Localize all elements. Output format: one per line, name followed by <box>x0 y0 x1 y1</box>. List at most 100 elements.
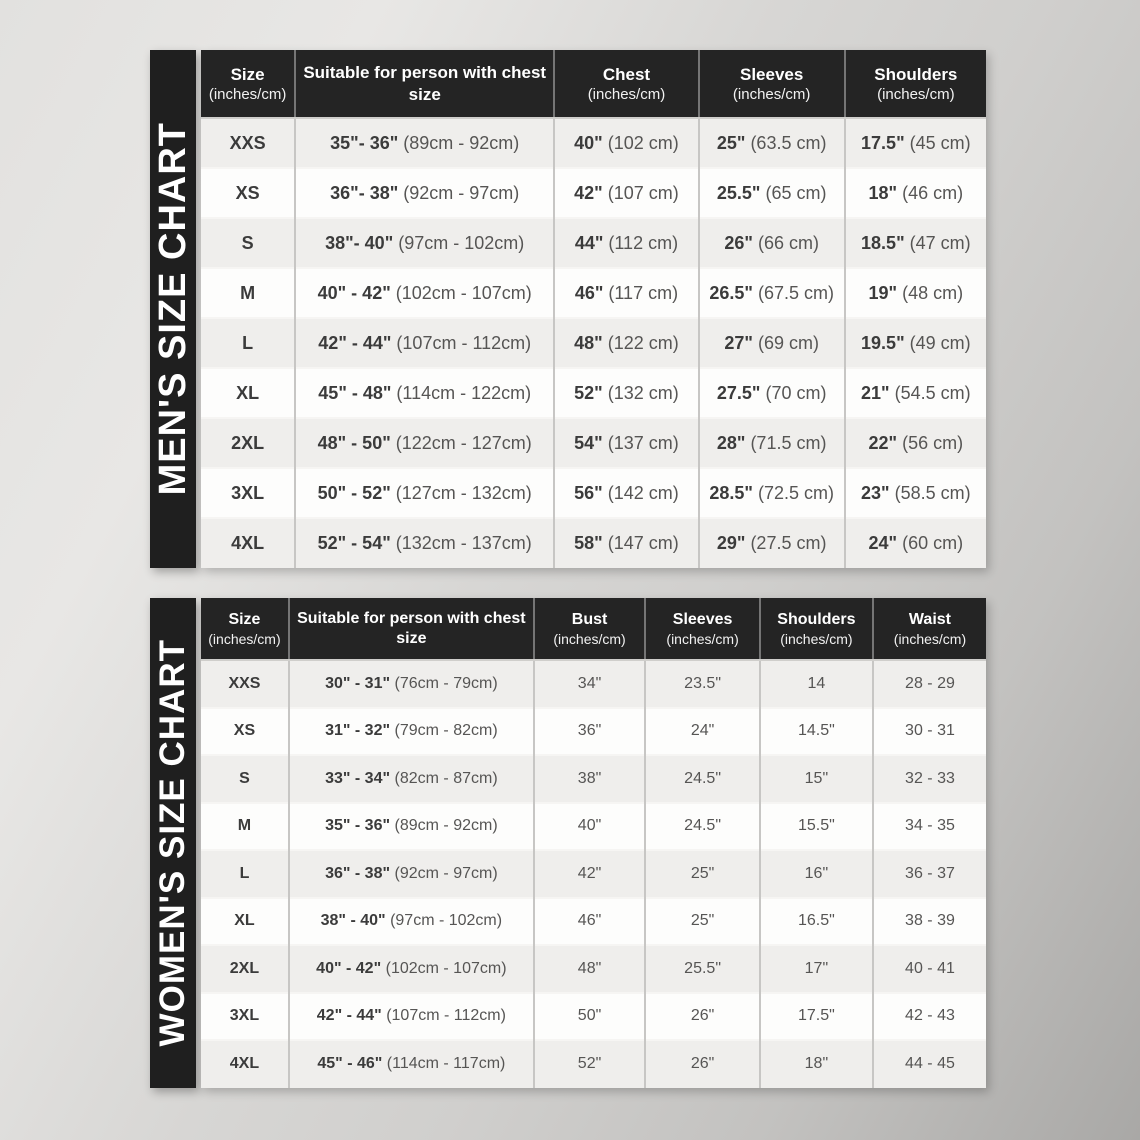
table-row: S 38"- 40" (97cm - 102cm) 44" (112 cm) 26" … <box>201 217 986 268</box>
cell-value-inches: L <box>239 864 250 882</box>
table-cell: 19.5" (49 cm) <box>844 317 986 368</box>
cell-value-secondary: (142 cm) <box>607 482 679 503</box>
table-cell: 16" <box>759 849 874 898</box>
table-cell: 3XL <box>201 467 297 518</box>
cell-value-secondary: 34 - 35 <box>905 817 955 835</box>
cell-value-secondary: 34" <box>577 674 602 692</box>
womens-chart-title: WOMEN'S SIZE CHART <box>153 639 192 1047</box>
cell-value-secondary: (112 cm) <box>608 232 679 253</box>
table-cell: 17.5" (45 cm) <box>845 118 986 168</box>
table-cell: 34 - 35 <box>872 801 986 850</box>
table-cell: 29" (27.5 cm) <box>698 517 846 568</box>
column-header: Sleeves (inches/cm) <box>698 50 846 119</box>
table-cell: 27.5" (70 cm) <box>698 367 846 418</box>
cell-value-inches: 33" - 34" <box>325 769 391 787</box>
table-cell: 2XL <box>201 417 297 468</box>
table-row: XL 38" - 40" (97cm - 102cm) 46" 25" 16.5" 38 … <box>201 896 986 945</box>
table-cell: 19" (48 cm) <box>844 267 986 318</box>
cell-value-inches: 23" <box>861 482 890 503</box>
table-cell: 44" (112 cm) <box>554 217 700 268</box>
table-cell: 26.5" (67.5 cm) <box>698 267 846 318</box>
cell-value-secondary: (114cm - 122cm) <box>396 382 532 403</box>
table-cell: 25.5" (65 cm) <box>698 167 846 218</box>
table-row: XS 36"- 38" (92cm - 97cm) 42" (107 cm) 25.5… <box>201 167 986 218</box>
cell-value-inches: 44" <box>574 232 604 253</box>
cell-value-inches: 50" - 52" <box>317 482 391 503</box>
cell-value-inches: 26" <box>724 232 753 253</box>
cell-value-secondary: (66 cm) <box>757 232 819 253</box>
cell-value-secondary: (132cm - 137cm) <box>395 533 532 553</box>
table-cell: 25" (63.5 cm) <box>698 118 846 168</box>
table-cell: 40" (102 cm) <box>554 118 700 168</box>
cell-value-inches: 17.5" <box>861 132 905 153</box>
column-header: Size (inches/cm) <box>201 50 297 119</box>
cell-value-secondary: 40" <box>577 817 602 835</box>
cell-value-inches: 19" <box>868 282 898 303</box>
table-cell: S <box>201 217 297 268</box>
cell-value-inches: 36"- 38" <box>330 182 399 203</box>
cell-value-secondary: (107cm - 112cm) <box>386 1007 506 1025</box>
table-cell: XS <box>201 706 290 755</box>
cell-value-secondary: (70 cm) <box>765 382 827 403</box>
header-row: Size (inches/cm) Suitable for person with … <box>201 598 986 661</box>
table-row: 2XL 40" - 42" (102cm - 107cm) 48" 25.5" 17" 4… <box>201 944 986 993</box>
table-cell: 38" <box>533 754 647 803</box>
table-cell: 26" <box>645 991 761 1040</box>
cell-value-inches: XL <box>236 382 260 403</box>
table-cell: 42" - 44" (107cm - 112cm) <box>288 991 535 1040</box>
table-cell: 24" (60 cm) <box>844 517 986 568</box>
table-cell: 44 - 45 <box>872 1039 986 1088</box>
table-row: L 42" - 44" (107cm - 112cm) 48" (122 cm) 27… <box>201 317 986 368</box>
mens-chart-title: MEN'S SIZE CHART <box>151 122 194 496</box>
cell-value-secondary: 46" <box>577 912 602 930</box>
table-cell: 46" (117 cm) <box>554 267 700 318</box>
cell-value-secondary: (65 cm) <box>765 182 827 203</box>
cell-value-secondary: (132 cm) <box>607 382 679 403</box>
table-cell: XS <box>201 167 297 218</box>
cell-value-secondary: 36" <box>577 722 602 740</box>
cell-value-secondary: (89cm - 92cm) <box>403 132 520 153</box>
cell-value-inches: 25" <box>716 132 746 153</box>
cell-value-inches: 42" <box>574 182 603 203</box>
cell-value-secondary: 42" <box>577 864 602 882</box>
table-cell: 15.5" <box>759 801 874 850</box>
table-row: S 33" - 34" (82cm - 87cm) 38" 24.5" 15" 32 - … <box>201 754 986 803</box>
cell-value-inches: 36" - 38" <box>325 864 391 882</box>
cell-value-secondary: 26" <box>690 1055 715 1073</box>
cell-value-secondary: (54.5 cm) <box>894 382 971 403</box>
table-cell: 48" - 50" (122cm - 127cm) <box>295 417 556 468</box>
table-cell: 33" - 34" (82cm - 87cm) <box>288 754 535 803</box>
table-cell: XL <box>201 896 290 945</box>
table-cell: 25.5" <box>645 944 761 993</box>
cell-value-inches: 56" <box>574 482 603 503</box>
table-row: XXS 30" - 31" (76cm - 79cm) 34" 23.5" 14 28 -… <box>201 660 986 708</box>
cell-value-secondary: (122cm - 127cm) <box>395 432 532 453</box>
cell-value-secondary: (107 cm) <box>607 182 679 203</box>
column-header: Chest (inches/cm) <box>554 50 700 119</box>
table-cell: 30" - 31" (76cm - 79cm) <box>288 660 535 708</box>
cell-value-inches: 40" <box>574 132 603 153</box>
cell-value-inches: 19.5" <box>861 332 905 353</box>
table-cell: 28 - 29 <box>873 660 986 708</box>
cell-value-inches: 42" - 44" <box>318 332 392 353</box>
header-row: Size (inches/cm) Suitable for person with … <box>201 50 986 119</box>
cell-value-secondary: (56 cm) <box>902 432 964 453</box>
cell-value-inches: M <box>237 817 252 835</box>
table-cell: 26" (66 cm) <box>698 217 846 268</box>
cell-value-secondary: 50" <box>577 1007 602 1025</box>
column-header: Shoulders (inches/cm) <box>844 50 986 119</box>
column-header: Waist (inches/cm) <box>872 598 986 661</box>
table-cell: M <box>201 801 290 850</box>
cell-value-inches: 3XL <box>231 482 265 503</box>
table-cell: 30 - 31 <box>872 706 986 755</box>
cell-value-secondary: 23.5" <box>684 674 721 692</box>
column-header: Size (inches/cm) <box>201 598 290 661</box>
cell-value-inches: 38" - 40" <box>320 912 386 930</box>
cell-value-secondary: 48" <box>577 959 602 977</box>
cell-value-secondary: (60 cm) <box>902 533 964 553</box>
table-cell: 18.5" (47 cm) <box>844 217 986 268</box>
cell-value-secondary: 30 - 31 <box>905 722 955 740</box>
cell-value-secondary: (114cm - 117cm) <box>386 1055 506 1073</box>
womens-chart-title-ribbon: WOMEN'S SIZE CHART <box>150 598 196 1088</box>
table-row: 2XL 48" - 50" (122cm - 127cm) 54" (137 cm)… <box>201 417 986 468</box>
